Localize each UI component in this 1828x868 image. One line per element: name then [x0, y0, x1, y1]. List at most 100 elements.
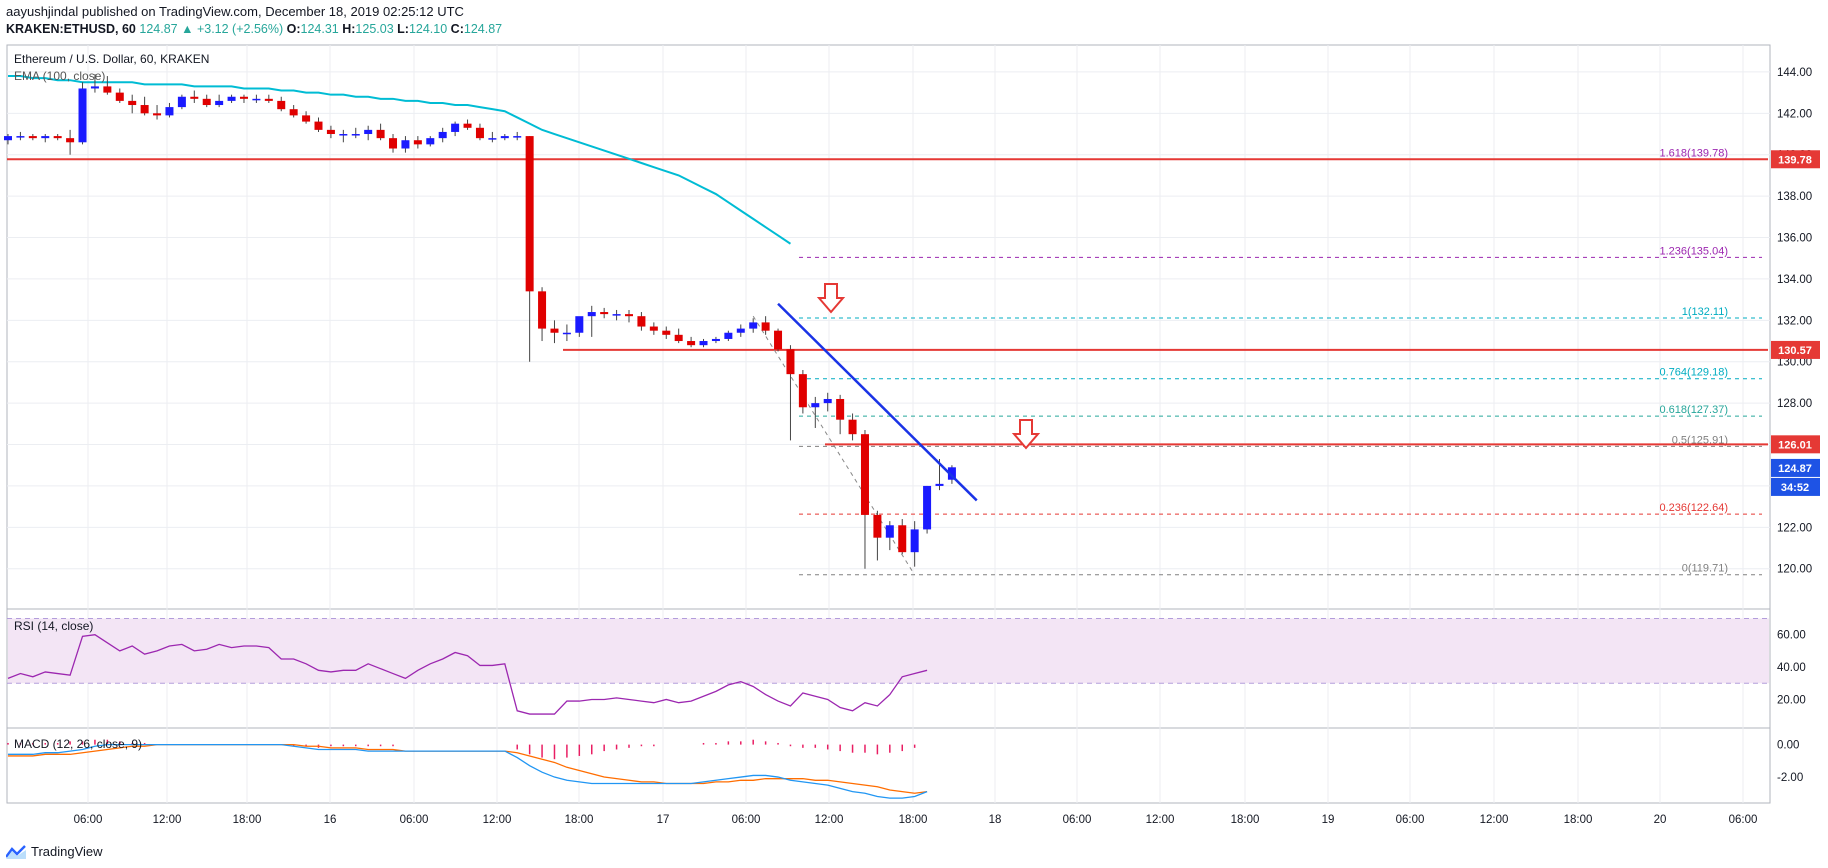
candle-body — [947, 467, 956, 480]
y-tick-label: 122.00 — [1777, 522, 1812, 534]
brand-name: TradingView — [31, 844, 103, 859]
candle-body — [513, 136, 522, 138]
candle-body — [389, 138, 398, 149]
macd-pane-title: MACD (12, 26, close, 9) — [14, 737, 143, 751]
rsi-pane-title: RSI (14, close) — [14, 619, 94, 633]
candle-body — [190, 96, 199, 99]
candle-body — [649, 326, 658, 331]
close-value: 124.87 — [463, 22, 503, 36]
candle-body — [401, 140, 410, 149]
candle-body — [376, 129, 385, 139]
candle-body — [935, 483, 944, 486]
y-tick-label: 132.00 — [1777, 315, 1812, 327]
rsi-line — [7, 634, 928, 715]
candle-body — [736, 328, 745, 333]
x-tick-label: 06:00 — [1063, 814, 1092, 826]
resistance-price-label: 139.78 — [1778, 154, 1812, 166]
candle-body — [786, 349, 795, 375]
candle-body — [525, 136, 534, 292]
candle-body — [885, 525, 894, 538]
x-tick-label: 20 — [1654, 814, 1667, 826]
open-label: O: — [286, 22, 301, 36]
x-tick-label: 06:00 — [400, 814, 429, 826]
low-label: L: — [397, 22, 409, 36]
candle-body — [28, 136, 37, 139]
ema-legend: EMA (100, close) — [14, 69, 106, 83]
tradingview-logo-icon — [6, 844, 26, 859]
candle-body — [910, 529, 919, 553]
candle-body — [302, 115, 311, 122]
candle-body — [277, 100, 286, 110]
x-tick-label: 06:00 — [74, 814, 103, 826]
x-tick-label: 18:00 — [1231, 814, 1260, 826]
x-tick-label: 18:00 — [1564, 814, 1593, 826]
resistance-price-tag — [1771, 435, 1820, 454]
chart-frame — [6, 44, 1771, 804]
candle-body — [227, 96, 236, 101]
y-tick-label: 134.00 — [1777, 274, 1812, 286]
candle-body — [749, 322, 758, 329]
last-price-tag — [1771, 458, 1820, 477]
close-label: C: — [450, 22, 464, 36]
down-arrow-icon — [1011, 419, 1041, 450]
candle-body — [153, 113, 162, 116]
candle-body — [177, 96, 186, 108]
candle-body — [625, 314, 633, 317]
candle-body — [923, 485, 932, 530]
last-price-label: 124.87 — [1778, 463, 1812, 475]
candle-body — [314, 121, 323, 130]
candle-body — [724, 332, 733, 339]
x-tick-label: 12:00 — [815, 814, 844, 826]
fib-level-label: 0.236(122.64) — [1660, 502, 1729, 514]
y-tick-label: 138.00 — [1777, 191, 1812, 203]
tradingview-brand[interactable]: TradingView — [6, 844, 103, 859]
x-tick-label: 18 — [989, 814, 1002, 826]
candle-body — [351, 134, 360, 136]
publisher-line: aayushjindal published on TradingView.co… — [6, 4, 464, 19]
up-triangle-icon: ▲ — [181, 22, 194, 36]
candle-body — [103, 86, 112, 93]
x-tick-label: 18:00 — [233, 814, 262, 826]
ema-line — [8, 75, 792, 245]
candle-body — [451, 123, 460, 132]
candle-body — [488, 138, 497, 140]
candle-body — [699, 341, 708, 346]
candle-body — [612, 314, 621, 316]
candle-body — [674, 334, 683, 342]
candle-body — [438, 131, 447, 139]
candle-body — [550, 328, 559, 333]
candle-body — [140, 105, 149, 114]
swing-connector — [752, 315, 916, 576]
symbol-ohlc-line: KRAKEN:ETHUSD, 60 124.87 ▲ +3.12 (+2.56%… — [6, 22, 502, 36]
y-tick-label: 142.00 — [1777, 108, 1812, 120]
symbol-name: KRAKEN:ETHUSD, 60 — [6, 22, 136, 36]
candle-body — [860, 434, 869, 515]
resistance-price-label: 130.57 — [1778, 345, 1812, 357]
rsi-band — [8, 618, 1769, 684]
candle-body — [215, 100, 224, 106]
candle-body — [587, 312, 596, 317]
candle-body — [426, 138, 435, 145]
candle-body — [562, 332, 571, 335]
candle-body — [463, 123, 472, 128]
high-value: 125.03 — [355, 22, 394, 36]
x-tick-label: 06:00 — [1729, 814, 1758, 826]
candle-body — [873, 514, 882, 538]
candle-body — [637, 316, 646, 327]
candle-body — [575, 316, 584, 333]
y-tick-label: 130.00 — [1777, 357, 1812, 369]
macd-line — [8, 743, 928, 799]
candle-body — [538, 291, 547, 329]
candle-body — [364, 129, 373, 135]
y-tick-label: 120.00 — [1777, 564, 1812, 576]
candle-body — [78, 88, 87, 143]
x-tick-label: 12:00 — [153, 814, 182, 826]
x-tick-label: 06:00 — [1396, 814, 1425, 826]
fib-level-label: 0.618(127.37) — [1660, 404, 1729, 416]
resistance-price-tag — [1771, 340, 1820, 359]
macd-signal-line — [8, 743, 928, 794]
candle-body — [413, 140, 422, 145]
resistance-price-tag — [1771, 150, 1820, 169]
x-tick-label: 18:00 — [565, 814, 594, 826]
